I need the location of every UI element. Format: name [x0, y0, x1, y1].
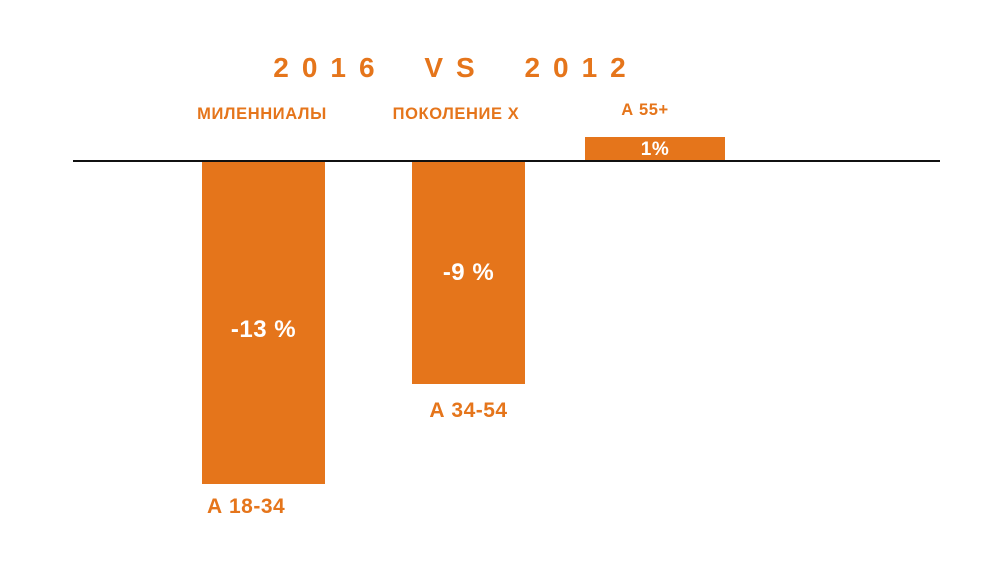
- bar-value-label-a55plus: 1%: [640, 138, 670, 160]
- bar-value-label-millennials: -13 %: [230, 316, 297, 343]
- bar-value-label-generation-x: -9 %: [442, 259, 495, 286]
- group-label-generation-x: ПОКОЛЕНИЕ X: [392, 105, 520, 123]
- age-label-18-34: А 18-34: [207, 495, 286, 518]
- bar-generation-x: -9 %: [412, 162, 525, 384]
- group-label-millennials: МИЛЕННИАЛЫ: [197, 105, 327, 123]
- chart-title: 2016 VS 2012: [273, 52, 639, 83]
- zero-baseline: [73, 160, 940, 162]
- age-label-34-54: А 34-54: [429, 399, 508, 422]
- bar-a55plus: 1%: [585, 137, 725, 162]
- bar-millennials: -13 %: [202, 162, 325, 484]
- group-label-a55plus: А 55+: [621, 101, 669, 119]
